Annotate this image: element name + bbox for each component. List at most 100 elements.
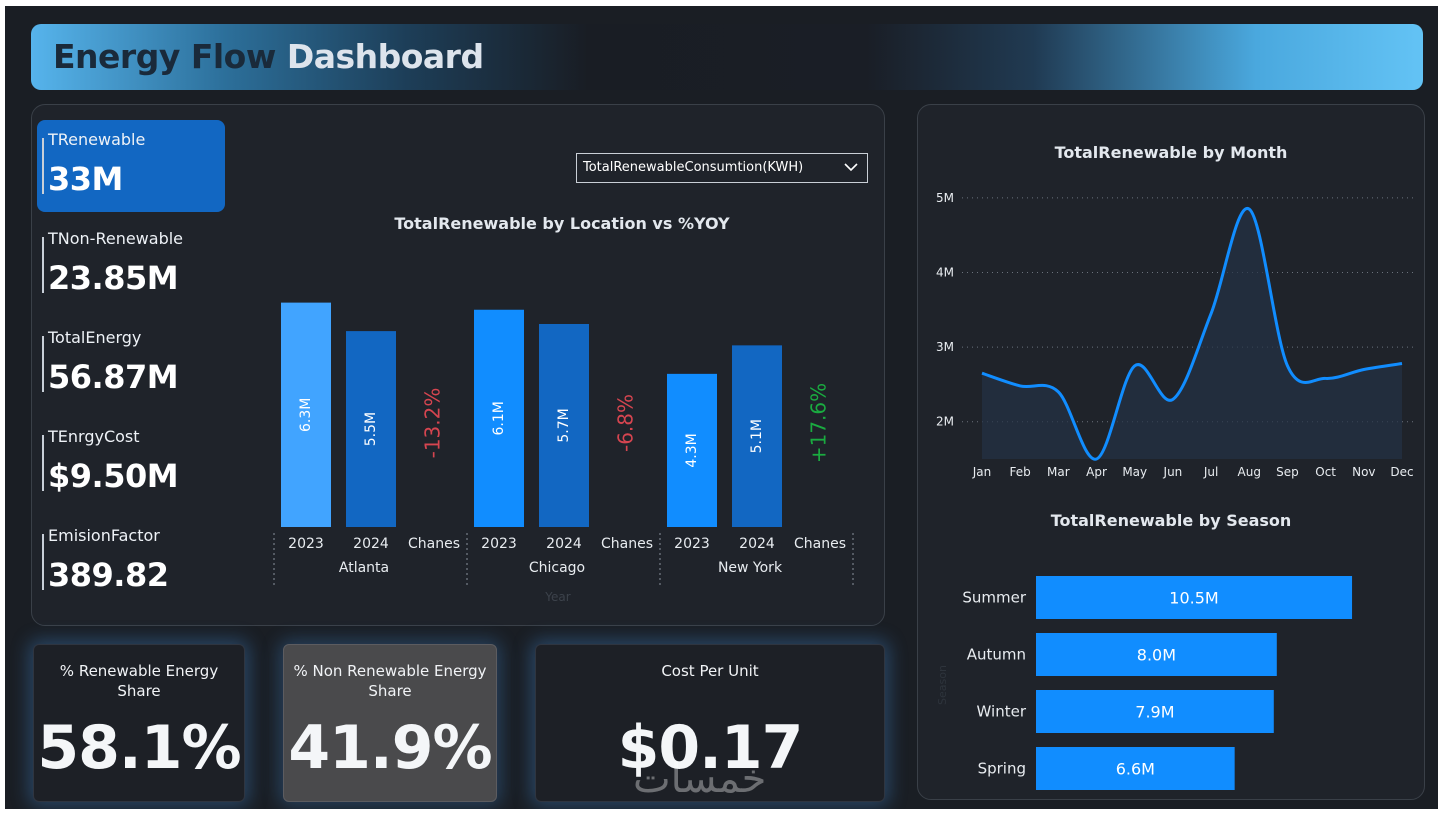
x-tick-label: Apr	[1086, 465, 1107, 479]
x-tick-label-year: 2024	[353, 536, 389, 552]
yoy-change-label: +17.6%	[807, 383, 831, 463]
y-tick-label: Winter	[977, 703, 1027, 721]
kpi-emission-factor[interactable]: EmisionFactor 389.82	[37, 516, 225, 608]
x-group-label-location: New York	[718, 560, 783, 576]
card-value: 58.1%	[37, 713, 241, 783]
bar-winter	[1036, 690, 1274, 733]
kpi-divider	[42, 534, 44, 590]
dropdown-selected-value: TotalRenewableConsumtion(KWH)	[583, 160, 804, 175]
kpi-divider	[42, 237, 44, 293]
x-tick-label: Dec	[1390, 465, 1413, 479]
yoy-change-label: -13.2%	[421, 388, 445, 459]
y-tick-label: 3M	[936, 340, 954, 354]
x-tick-label-year: 2023	[674, 536, 710, 552]
right-panel: TotalRenewable by Month 2M 3M 4M 5M Jan Feb Ma…	[917, 104, 1425, 800]
yoy-change-label: -6.8%	[614, 394, 638, 452]
kpi-value: 389.82	[48, 556, 169, 594]
y-axis-title: Season	[936, 665, 949, 705]
chevron-down-icon	[844, 163, 858, 172]
bar-chicago-2024	[539, 323, 589, 527]
line-area-fill	[982, 208, 1402, 460]
bar-data-label: 5.5M	[363, 412, 379, 446]
kpi-label: EmisionFactor	[48, 526, 160, 545]
bar-atlanta-2024	[346, 331, 396, 527]
kpi-renewable[interactable]: TRenewable 33M	[37, 120, 225, 212]
renewable-share-card: % Renewable Energy Share 58.1%	[33, 644, 245, 802]
x-tick-label: Feb	[1010, 465, 1031, 479]
kpi-divider	[42, 435, 44, 491]
x-tick-label-year: 2023	[288, 536, 324, 552]
x-group-label-location: Atlanta	[339, 560, 389, 576]
bar-data-label: 6.3M	[298, 398, 314, 432]
x-tick-label-year: 2023	[481, 536, 517, 552]
y-tick-label: Spring	[978, 760, 1026, 778]
bar-data-label: 6.1M	[491, 401, 507, 435]
bar-data-label: 10.5M	[1169, 589, 1218, 608]
kpi-label: TNon-Renewable	[48, 229, 184, 248]
kpi-value: 56.87M	[48, 358, 179, 396]
bar-new-york-2023	[667, 373, 717, 527]
card-label: % Non Renewable Energy Share	[293, 662, 487, 700]
bar-data-label: 8.0M	[1137, 646, 1176, 665]
bar-atlanta-2023	[281, 302, 331, 527]
cost-per-unit-card: Cost Per Unit $0.17	[535, 644, 885, 802]
kpi-label: TRenewable	[48, 130, 146, 149]
card-value: 41.9%	[288, 713, 492, 783]
kpi-total-energy[interactable]: TotalEnergy 56.87M	[37, 318, 225, 410]
x-tick-label: Aug	[1238, 465, 1261, 479]
x-axis-title: Year	[544, 590, 570, 604]
card-label: Cost Per Unit	[661, 662, 759, 680]
y-tick-label: 4M	[936, 266, 954, 280]
y-tick-label: 2M	[936, 415, 954, 429]
bar-new-york-2024	[732, 345, 782, 527]
x-tick-label-year: 2024	[546, 536, 582, 552]
x-tick-label-change: Chanes	[601, 536, 653, 552]
kpi-value: 23.85M	[48, 259, 179, 297]
bar-data-label: 5.1M	[749, 419, 765, 453]
month-chart-title: TotalRenewable by Month	[1054, 143, 1288, 162]
card-value: $0.17	[617, 713, 804, 783]
kpi-divider	[42, 138, 44, 194]
x-tick-label: Sep	[1276, 465, 1299, 479]
watermark-logo: خمسات	[633, 756, 767, 802]
kpi-non-renewable[interactable]: TNon-Renewable 23.85M	[37, 219, 225, 311]
measure-dropdown[interactable]: TotalRenewableConsumtion(KWH)	[576, 153, 868, 183]
x-tick-label: Jun	[1163, 465, 1183, 479]
non-renewable-share-card: % Non Renewable Energy Share 41.9%	[283, 644, 497, 802]
bar-autumn	[1036, 633, 1277, 676]
title-part-1: Energy Flow	[53, 37, 276, 76]
x-tick-label: Mar	[1047, 465, 1070, 479]
bar-data-label: 7.9M	[1135, 703, 1174, 722]
bar-chicago-2023	[474, 309, 524, 527]
kpi-value: $9.50M	[48, 457, 179, 495]
x-group-label-location: Chicago	[529, 560, 585, 576]
bar-summer	[1036, 576, 1353, 619]
kpi-value: 33M	[48, 160, 123, 198]
bar-data-label: 4.3M	[684, 433, 700, 467]
kpi-label: TEnrgyCost	[48, 427, 140, 446]
x-tick-label: May	[1122, 465, 1147, 479]
kpi-energy-cost[interactable]: TEnrgyCost $9.50M	[37, 417, 225, 509]
card-label: % Renewable Energy Share	[59, 662, 219, 700]
header-banner: Energy Flow Dashboard	[31, 24, 1423, 90]
bar-data-label: 6.6M	[1116, 760, 1155, 779]
x-tick-label: Oct	[1315, 465, 1336, 479]
bar-spring	[1036, 747, 1235, 790]
dashboard-frame: Energy Flow Dashboard TRenewable 33M TNo…	[5, 6, 1438, 809]
x-tick-label-change: Chanes	[794, 536, 846, 552]
y-tick-label: 5M	[936, 191, 954, 205]
month-series-line	[981, 207, 1403, 461]
kpi-divider	[42, 336, 44, 392]
x-tick-label: Jan	[972, 465, 992, 479]
month-line-chart: 2M 3M 4M 5M Jan Feb Mar Apr May Jun Jul Aug Sep Oct No…	[936, 191, 1414, 479]
bar-data-label: 5.7M	[556, 408, 572, 442]
title-part-2: Dashboard	[286, 37, 484, 76]
location-bar-chart: 6.3M 2023 5.5M 2024 -13.2% Chanes Atlanta 6.1M 2…	[273, 302, 854, 604]
season-bar-chart: 10.5M Summer 8.0M Autumn 7.9M Winter 6.6M Sprin…	[936, 576, 1353, 790]
x-tick-label-year: 2024	[739, 536, 775, 552]
y-tick-label: Autumn	[967, 646, 1026, 664]
y-tick-label: Summer	[962, 589, 1026, 607]
main-panel: TRenewable 33M TNon-Renewable 23.85M Tot…	[31, 104, 885, 626]
x-tick-label: Jul	[1203, 465, 1218, 479]
x-tick-label-change: Chanes	[408, 536, 460, 552]
